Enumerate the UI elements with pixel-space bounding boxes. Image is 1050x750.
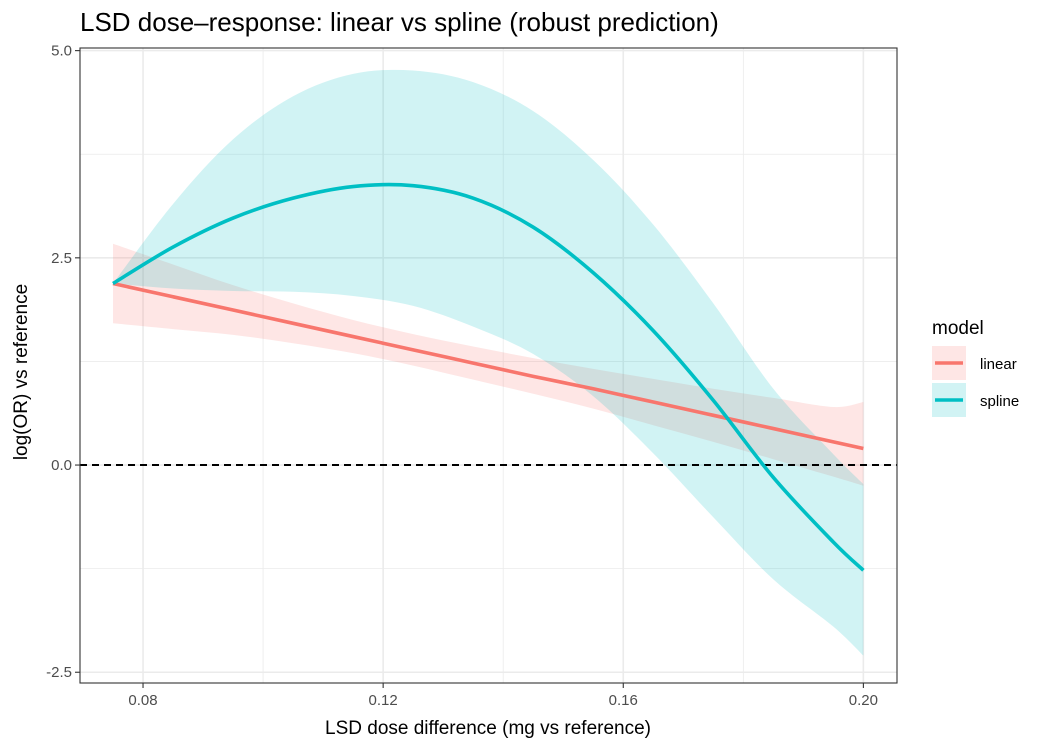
x-tick-label: 0.12 — [369, 692, 398, 709]
y-tick-label: 0.0 — [51, 457, 72, 474]
line-spline — [112, 182, 865, 572]
ribbon-spline — [113, 69, 864, 656]
legend-label-linear: linear — [980, 356, 1017, 373]
x-tick-label: 0.08 — [128, 692, 157, 709]
confidence-ribbons — [113, 69, 864, 656]
y-tick-label: 5.0 — [51, 43, 72, 60]
legend-title: model — [932, 318, 984, 339]
axis-ticks: 0.08 0.12 0.16 0.20 -2.5 0.0 2.5 5.0 — [46, 43, 878, 709]
series-lines — [112, 182, 865, 572]
panel-border — [79, 47, 898, 684]
y-axis-title: log(OR) vs reference — [11, 284, 32, 460]
x-tick-label: 0.20 — [849, 692, 878, 709]
y-tick-label: 2.5 — [51, 250, 72, 267]
y-tick-label: -2.5 — [46, 664, 72, 681]
x-axis-title: LSD dose difference (mg vs reference) — [325, 718, 651, 739]
x-tick-label: 0.16 — [609, 692, 638, 709]
chart-title: LSD dose–response: linear vs spline (rob… — [80, 7, 719, 37]
line-linear — [112, 281, 864, 451]
legend-label-spline: spline — [980, 393, 1019, 410]
legend: model linear spline — [932, 318, 1019, 417]
